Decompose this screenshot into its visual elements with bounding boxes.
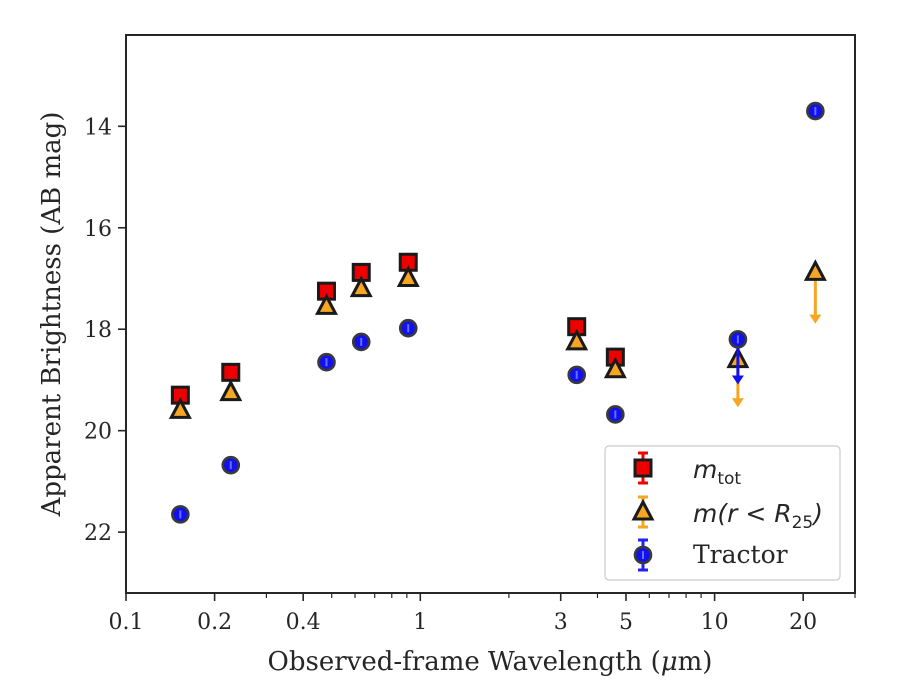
m_r25-point — [349, 275, 373, 298]
tractor-upper-limit-arrow-head — [731, 375, 744, 385]
y-tick-label: 16 — [84, 217, 112, 242]
data-marks — [168, 101, 827, 524]
y-axis-ticks: 14 16 18 20 22 — [84, 115, 126, 546]
y-tick-label: 20 — [84, 420, 112, 445]
x-tick-label: 5 — [619, 610, 633, 635]
m_r25-point — [803, 259, 827, 281]
x-axis-label: Observed-frame Wavelength (μm) — [268, 647, 713, 677]
m_r25-point — [603, 356, 627, 379]
x-tick-label: 3 — [554, 610, 568, 635]
legend-markers — [631, 451, 655, 572]
m_r25-point — [314, 293, 338, 315]
y-tick-label: 14 — [84, 115, 112, 140]
m_r25-point — [396, 265, 420, 287]
x-tick-label: 0.2 — [197, 610, 232, 635]
legend-box — [604, 445, 841, 581]
legend: mtot m(r < R25) Tractor — [604, 445, 841, 581]
y-axis-label: Apparent Brightness (AB mag) — [37, 112, 67, 518]
legend-marker-m_r25 — [631, 498, 655, 521]
legend-entry-m-tot: mtot — [693, 455, 741, 489]
m_r25-upper-limit-arrow-head — [809, 314, 822, 324]
m_r25-point — [565, 328, 589, 351]
x-tick-label: 20 — [789, 610, 817, 635]
x-tick-label: 10 — [701, 610, 729, 635]
m_r25-upper-limit-arrow-head — [731, 398, 744, 408]
m_r25-point — [168, 397, 192, 419]
series-m_tot — [170, 252, 625, 405]
plot-frame — [125, 34, 856, 594]
series-m_r25 — [168, 259, 827, 419]
legend-entry-m-r25: m(r < R25) — [693, 499, 823, 533]
x-tick-label: 0.4 — [286, 610, 321, 635]
series-tractor — [171, 101, 825, 524]
y-tick-label: 22 — [84, 521, 112, 546]
y-tick-label: 18 — [84, 318, 112, 343]
m_r25-point — [219, 379, 243, 402]
x-tick-label: 1 — [413, 610, 427, 635]
legend-entry-tractor: Tractor — [693, 540, 788, 569]
x-tick-label: 0.1 — [109, 610, 144, 635]
x-axis-ticks: 0.1 0.2 0.4 1 3 5 10 20 — [109, 593, 856, 635]
